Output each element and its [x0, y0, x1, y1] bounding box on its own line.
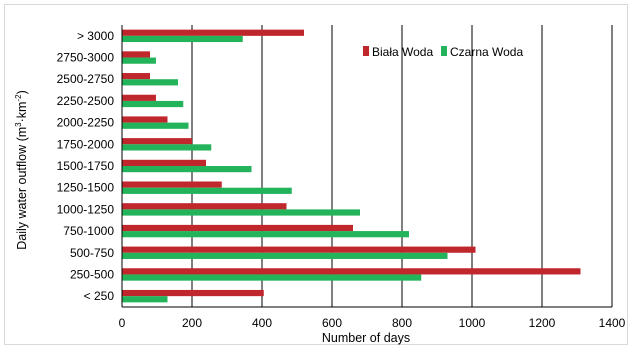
bar-czarna-woda	[122, 187, 292, 194]
chart-frame	[4, 4, 628, 345]
x-axis-title: Number of days	[322, 331, 410, 345]
y-axis-title-part: Daily water outflow (m	[15, 127, 29, 250]
y-tick-label: 750-1000	[63, 224, 114, 238]
y-axis-title: Daily water outflow (m3·km-2)	[14, 90, 29, 250]
bar-biala-woda	[122, 73, 150, 80]
bar-czarna-woda	[122, 144, 212, 151]
bar-biala-woda	[122, 224, 353, 232]
legend: Biała Woda Czarna Woda	[363, 45, 523, 59]
legend-label-biala-woda: Biała Woda	[372, 45, 433, 59]
bar-biala-woda	[122, 181, 222, 188]
legend-swatch-biala-woda	[363, 46, 369, 56]
x-tick-label: 1000	[459, 316, 486, 330]
y-tick-label: 500-750	[70, 246, 114, 260]
bar-czarna-woda	[122, 100, 184, 108]
bar-biala-woda	[122, 159, 206, 166]
x-tick-label: 1200	[529, 316, 556, 330]
y-tick-label: 2500-2750	[57, 72, 115, 86]
bar-czarna-woda	[122, 79, 178, 86]
x-tick-label: 400	[252, 316, 272, 330]
x-tick-label: 200	[182, 316, 202, 330]
bar-czarna-woda	[122, 296, 168, 303]
bar-biala-woda	[122, 29, 304, 36]
bars	[122, 29, 581, 303]
bar-czarna-woda	[122, 274, 422, 281]
y-tick-label: < 250	[84, 289, 115, 303]
bar-biala-woda	[122, 246, 476, 253]
legend-label-czarna-woda: Czarna Woda	[450, 45, 523, 59]
bar-biala-woda	[122, 203, 287, 210]
y-tick-label: 250-500	[70, 267, 114, 281]
x-tick-label: 800	[392, 316, 412, 330]
y-tick-label: 2750-3000	[57, 51, 115, 65]
bar-biala-woda	[122, 94, 156, 101]
y-tick-label: 2250-2500	[57, 94, 115, 108]
y-tick-label: > 3000	[77, 29, 114, 43]
tick-labels: < 250 250-500 500-750 750-1000 1000-1250 1250…	[57, 29, 626, 330]
x-tick-label: 600	[322, 316, 342, 330]
axes	[121, 25, 612, 308]
bar-biala-woda	[122, 116, 168, 123]
grid-lines	[191, 25, 613, 307]
bar-biala-woda	[122, 289, 264, 297]
y-tick-label: 1250-1500	[57, 181, 115, 195]
bar-czarna-woda	[122, 35, 243, 43]
y-axis-title-part: )	[15, 90, 29, 94]
y-axis-title-separator: ·	[15, 118, 29, 122]
bar-biala-woda	[122, 138, 192, 145]
bar-biala-woda	[122, 51, 150, 58]
bar-czarna-woda	[122, 209, 360, 216]
y-axis-title-superscript: 3	[14, 122, 23, 127]
y-axis-title-part: km	[15, 102, 29, 119]
bar-czarna-woda	[122, 252, 448, 259]
y-tick-label: 1500-1750	[57, 159, 115, 173]
y-tick-label: 2000-2250	[57, 116, 115, 130]
y-tick-label: 1000-1250	[57, 202, 115, 216]
x-tick-label: 0	[119, 316, 126, 330]
y-tick-label: 1750-2000	[57, 137, 115, 151]
bar-czarna-woda	[122, 231, 409, 238]
y-axis-title-superscript: -2	[14, 94, 23, 102]
bar-biala-woda	[122, 268, 581, 275]
bar-czarna-woda	[122, 122, 189, 129]
bar-czarna-woda	[122, 166, 252, 173]
legend-swatch-czarna-woda	[441, 46, 447, 56]
bar-czarna-woda	[122, 57, 156, 64]
x-tick-label: 1400	[599, 316, 626, 330]
